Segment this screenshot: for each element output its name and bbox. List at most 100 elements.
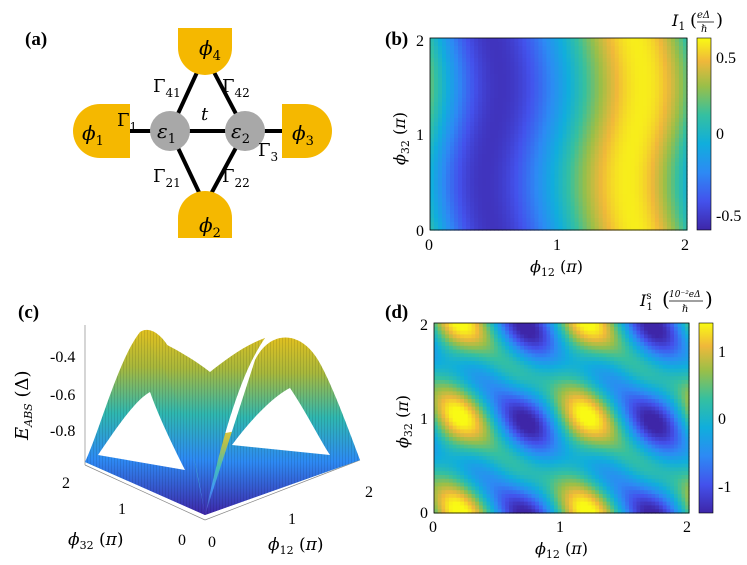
heatmap-d-cell — [434, 364, 439, 370]
heatmap-b-cell — [470, 70, 475, 75]
heatmap-d-cell — [531, 376, 536, 381]
heatmap-d-cell — [475, 372, 480, 377]
heatmap-b-cell — [502, 98, 507, 103]
heatmap-d-cell — [542, 448, 548, 453]
heatmap-b-cell — [606, 134, 612, 139]
heatmap-b-cell — [438, 114, 443, 119]
heatmap-b-cell — [618, 38, 624, 43]
heatmap-b-cell — [554, 166, 560, 171]
heatmap-b-cell — [554, 86, 560, 91]
heatmap-d-cell — [557, 391, 563, 396]
heatmap-d-cell — [449, 494, 454, 499]
heatmap-b-cell — [518, 146, 523, 151]
b-xtick-1: 1 — [553, 237, 561, 254]
heatmap-d-cell — [445, 406, 450, 411]
heatmap-b-cell — [502, 42, 507, 47]
heatmap-b-cell — [526, 66, 531, 71]
heatmap-b-cell — [666, 190, 672, 195]
heatmap-b-cell — [634, 86, 640, 91]
heatmap-b-cell — [522, 214, 527, 219]
heatmap-b-cell — [682, 130, 688, 135]
heatmap-d-cell — [467, 361, 473, 366]
heatmap-d-cell — [524, 323, 529, 328]
heatmap-d-cell — [531, 361, 536, 366]
heatmap-b-cell — [454, 170, 459, 175]
heatmap-b-cell — [478, 138, 483, 143]
heatmap-b-cell — [446, 70, 451, 75]
heatmap-d-cell — [531, 421, 536, 427]
heatmap-b-cell — [658, 198, 664, 203]
heatmap-d-cell — [490, 444, 495, 449]
heatmap-b-cell — [482, 126, 487, 131]
heatmap-b-cell — [542, 46, 548, 51]
heatmap-d-cell — [479, 418, 484, 423]
heatmap-b-cell — [462, 166, 467, 171]
heatmap-d-cell — [434, 372, 439, 377]
heatmap-b-cell — [510, 50, 515, 55]
heatmap-b-cell — [486, 126, 491, 131]
heatmap-d-cell — [449, 399, 454, 404]
heatmap-b-cell — [630, 38, 636, 43]
heatmap-b-cell — [586, 138, 592, 143]
heatmap-b-cell — [486, 118, 491, 123]
heatmap-b-cell — [486, 38, 491, 43]
heatmap-b-cell — [622, 154, 628, 159]
heatmap-b-cell — [502, 90, 507, 95]
heatmap-b-cell — [454, 70, 459, 75]
heatmap-d-cell — [565, 402, 570, 408]
heatmap-d-cell — [445, 478, 450, 484]
heatmap-d-cell — [497, 410, 503, 415]
heatmap-d-cell — [539, 353, 544, 358]
heatmap-d-cell — [475, 361, 480, 366]
heatmap-b-cell — [626, 214, 632, 219]
heatmap-b-cell — [674, 126, 680, 131]
heatmap-b-cell — [470, 106, 475, 111]
heatmap-b-cell — [654, 146, 660, 151]
heatmap-d-cell — [479, 361, 484, 366]
heatmap-b-cell — [666, 70, 672, 75]
heatmap-b-cell — [558, 94, 564, 99]
heatmap-b-cell — [498, 214, 503, 219]
heatmap-b-cell — [666, 198, 672, 203]
heatmap-b-cell — [678, 98, 684, 103]
heatmap-b-cell — [566, 186, 572, 191]
heatmap-d-cell — [546, 440, 551, 446]
heatmap-d-cell — [441, 334, 446, 339]
heatmap-b-cell — [674, 58, 680, 63]
heatmap-b-cell — [534, 182, 540, 187]
heatmap-b-cell — [658, 54, 664, 59]
heatmap-d-cell — [546, 326, 551, 332]
heatmap-b-cell — [670, 222, 676, 227]
heatmap-b-cell — [538, 138, 544, 143]
heatmap-b-cell — [578, 122, 584, 127]
heatmap-d-cell — [539, 345, 544, 351]
heatmap-b-cell — [526, 214, 531, 219]
heatmap-b-cell — [518, 62, 523, 67]
heatmap-d-cell — [509, 334, 514, 339]
heatmap-d-cell — [437, 494, 443, 499]
heatmap-d-cell — [569, 467, 574, 472]
heatmap-b-cell — [614, 118, 620, 123]
heatmap-d-cell — [471, 486, 476, 491]
heatmap-d-cell — [460, 323, 465, 328]
heatmap-d-cell — [509, 323, 514, 328]
heatmap-b-cell — [454, 190, 459, 195]
heatmap-b-cell — [518, 70, 523, 75]
heatmap-b-cell — [498, 142, 503, 147]
heatmap-b-cell — [530, 38, 536, 43]
heatmap-b-cell — [670, 114, 676, 119]
heatmap-b-cell — [590, 50, 596, 55]
heatmap-b-cell — [606, 98, 612, 103]
heatmap-b-cell — [642, 42, 648, 47]
heatmap-d-cell — [471, 494, 476, 499]
heatmap-d-cell — [505, 433, 510, 438]
heatmap-b-cell — [430, 82, 435, 87]
heatmap-d-cell — [565, 505, 570, 510]
heatmap-b-cell — [578, 62, 584, 67]
heatmap-b-cell — [522, 222, 527, 227]
heatmap-d-cell — [434, 486, 439, 491]
heatmap-d-cell — [527, 486, 533, 491]
heatmap-b-cell — [662, 134, 668, 139]
heatmap-d-cell — [520, 357, 525, 362]
heatmap-b-cell — [546, 158, 552, 163]
